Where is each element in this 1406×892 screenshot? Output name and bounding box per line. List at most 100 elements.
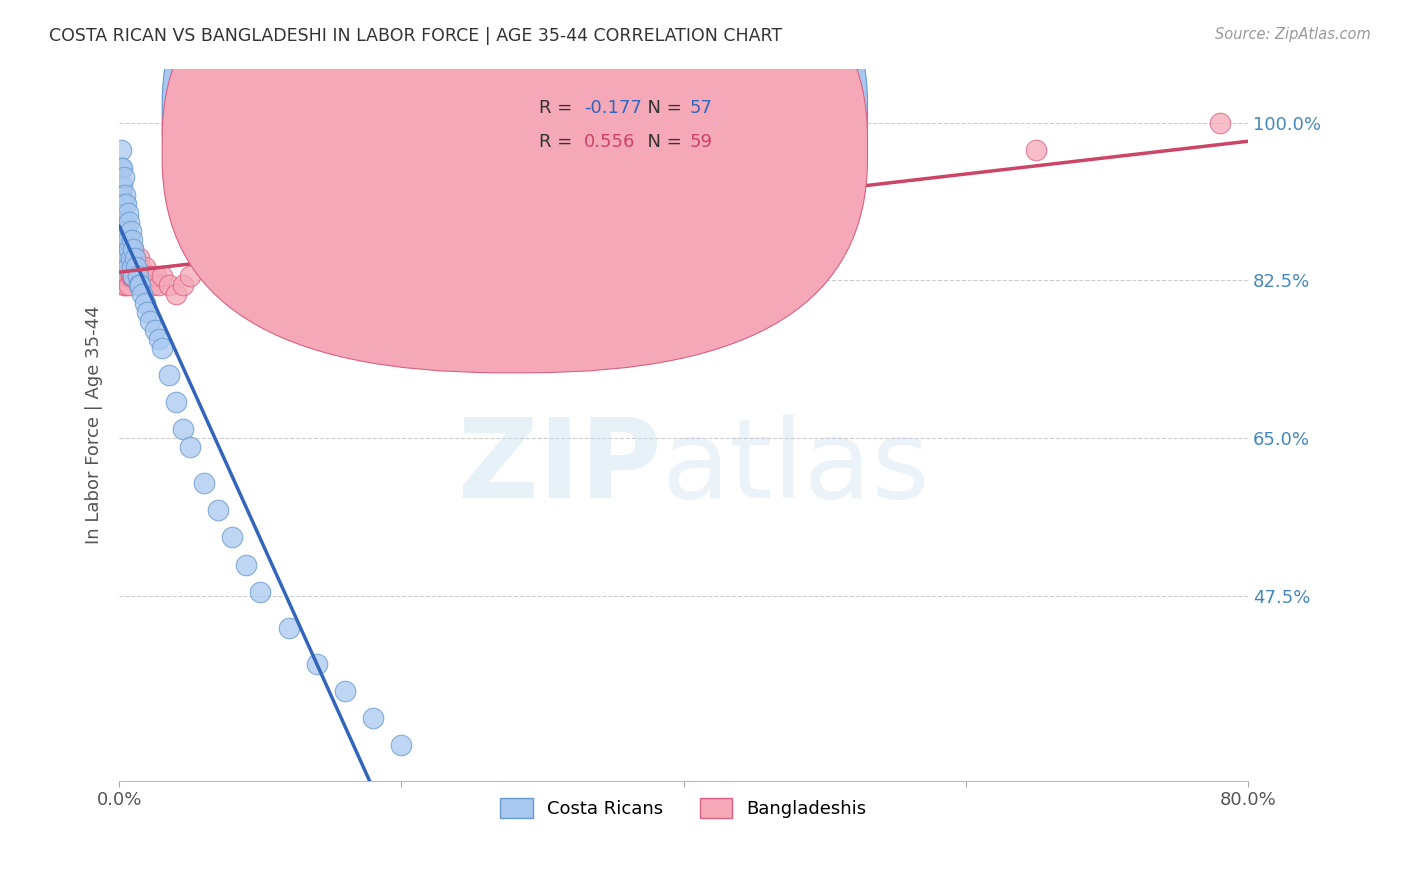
Y-axis label: In Labor Force | Age 35-44: In Labor Force | Age 35-44: [86, 305, 103, 544]
Point: [148, 332, 170, 346]
Point: [1208, 115, 1230, 129]
Point: [114, 215, 136, 229]
Point: [150, 268, 173, 283]
Point: [117, 260, 139, 274]
Point: [111, 251, 134, 265]
Point: [139, 314, 162, 328]
Point: [112, 242, 135, 256]
Point: [157, 368, 180, 383]
Point: [114, 268, 136, 283]
Point: [118, 260, 141, 274]
Point: [193, 476, 215, 491]
Point: [125, 260, 148, 274]
Point: [110, 233, 132, 247]
Text: -0.177: -0.177: [585, 99, 643, 117]
Point: [461, 233, 484, 247]
Point: [277, 268, 299, 283]
Point: [305, 657, 328, 671]
Point: [120, 268, 142, 283]
Point: [129, 260, 152, 274]
Point: [112, 233, 135, 247]
Point: [114, 242, 136, 256]
Point: [110, 187, 132, 202]
Point: [124, 251, 146, 265]
Point: [333, 683, 356, 698]
FancyBboxPatch shape: [481, 72, 751, 179]
Point: [110, 161, 132, 175]
Point: [129, 277, 152, 292]
Text: R =: R =: [538, 133, 578, 151]
Point: [1025, 143, 1047, 157]
Point: [117, 233, 139, 247]
Point: [111, 268, 134, 283]
Point: [115, 224, 138, 238]
Point: [122, 242, 145, 256]
Point: [142, 277, 165, 292]
Point: [131, 287, 153, 301]
Text: COSTA RICAN VS BANGLADESHI IN LABOR FORCE | AGE 35-44 CORRELATION CHART: COSTA RICAN VS BANGLADESHI IN LABOR FORC…: [49, 27, 782, 45]
Point: [277, 621, 299, 635]
Point: [111, 233, 134, 247]
Point: [120, 224, 142, 238]
Point: [117, 242, 139, 256]
Point: [207, 260, 229, 274]
Text: N =: N =: [636, 133, 688, 151]
Point: [136, 305, 159, 319]
Point: [114, 187, 136, 202]
Point: [127, 268, 149, 283]
Point: [132, 277, 155, 292]
Point: [135, 268, 157, 283]
Text: R =: R =: [538, 99, 578, 117]
Point: [124, 251, 146, 265]
Point: [115, 251, 138, 265]
Point: [221, 531, 243, 545]
Point: [179, 440, 201, 454]
FancyBboxPatch shape: [162, 0, 868, 339]
Text: Source: ZipAtlas.com: Source: ZipAtlas.com: [1215, 27, 1371, 42]
Point: [207, 503, 229, 517]
Point: [117, 268, 139, 283]
Point: [145, 268, 167, 283]
Point: [115, 196, 138, 211]
Point: [134, 260, 156, 274]
Point: [136, 277, 159, 292]
Point: [391, 242, 413, 256]
Legend: Costa Ricans, Bangladeshis: Costa Ricans, Bangladeshis: [494, 791, 875, 825]
Point: [110, 224, 132, 238]
Point: [672, 206, 695, 220]
Point: [120, 251, 142, 265]
Text: N =: N =: [636, 99, 688, 117]
Point: [118, 233, 141, 247]
Point: [121, 268, 143, 283]
Point: [110, 260, 132, 274]
Point: [134, 296, 156, 310]
Point: [139, 268, 162, 283]
Point: [111, 161, 134, 175]
Point: [111, 178, 134, 193]
Point: [111, 196, 134, 211]
Point: [172, 422, 194, 436]
Point: [110, 206, 132, 220]
Text: ZIP: ZIP: [457, 414, 661, 521]
Point: [114, 224, 136, 238]
Point: [112, 196, 135, 211]
Point: [112, 277, 135, 292]
Point: [193, 251, 215, 265]
Point: [111, 224, 134, 238]
Point: [305, 260, 328, 274]
Point: [122, 268, 145, 283]
Point: [118, 277, 141, 292]
Point: [114, 251, 136, 265]
FancyBboxPatch shape: [162, 0, 868, 373]
Point: [165, 395, 187, 409]
Point: [157, 277, 180, 292]
Point: [121, 251, 143, 265]
Point: [221, 268, 243, 283]
Point: [333, 251, 356, 265]
Point: [179, 268, 201, 283]
Point: [121, 260, 143, 274]
Point: [121, 233, 143, 247]
Point: [115, 233, 138, 247]
Point: [111, 215, 134, 229]
Point: [131, 268, 153, 283]
